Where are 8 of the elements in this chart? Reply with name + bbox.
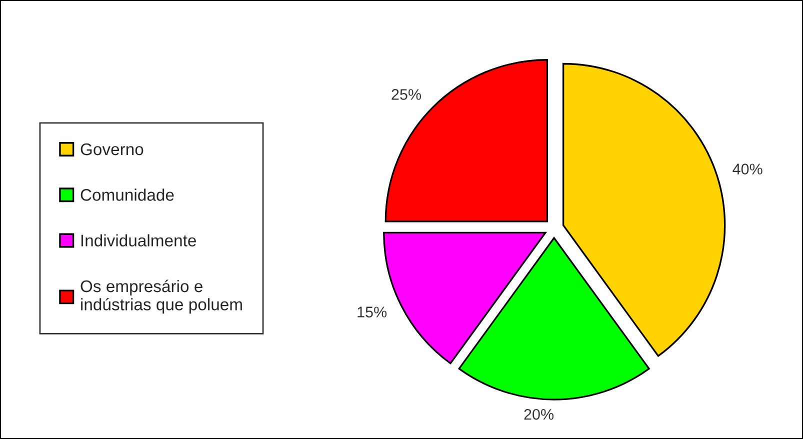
data-label: 25% — [392, 89, 422, 100]
data-label: 15% — [358, 306, 387, 318]
legend-label: Comunidade — [80, 188, 174, 201]
legend-label: Individualmente — [82, 234, 196, 246]
legend-label: Governo — [80, 143, 144, 156]
data-label: 40% — [732, 164, 762, 174]
data-label: 20% — [524, 408, 554, 420]
legend-label: Os empresário e indústrias que poluem — [80, 280, 242, 314]
